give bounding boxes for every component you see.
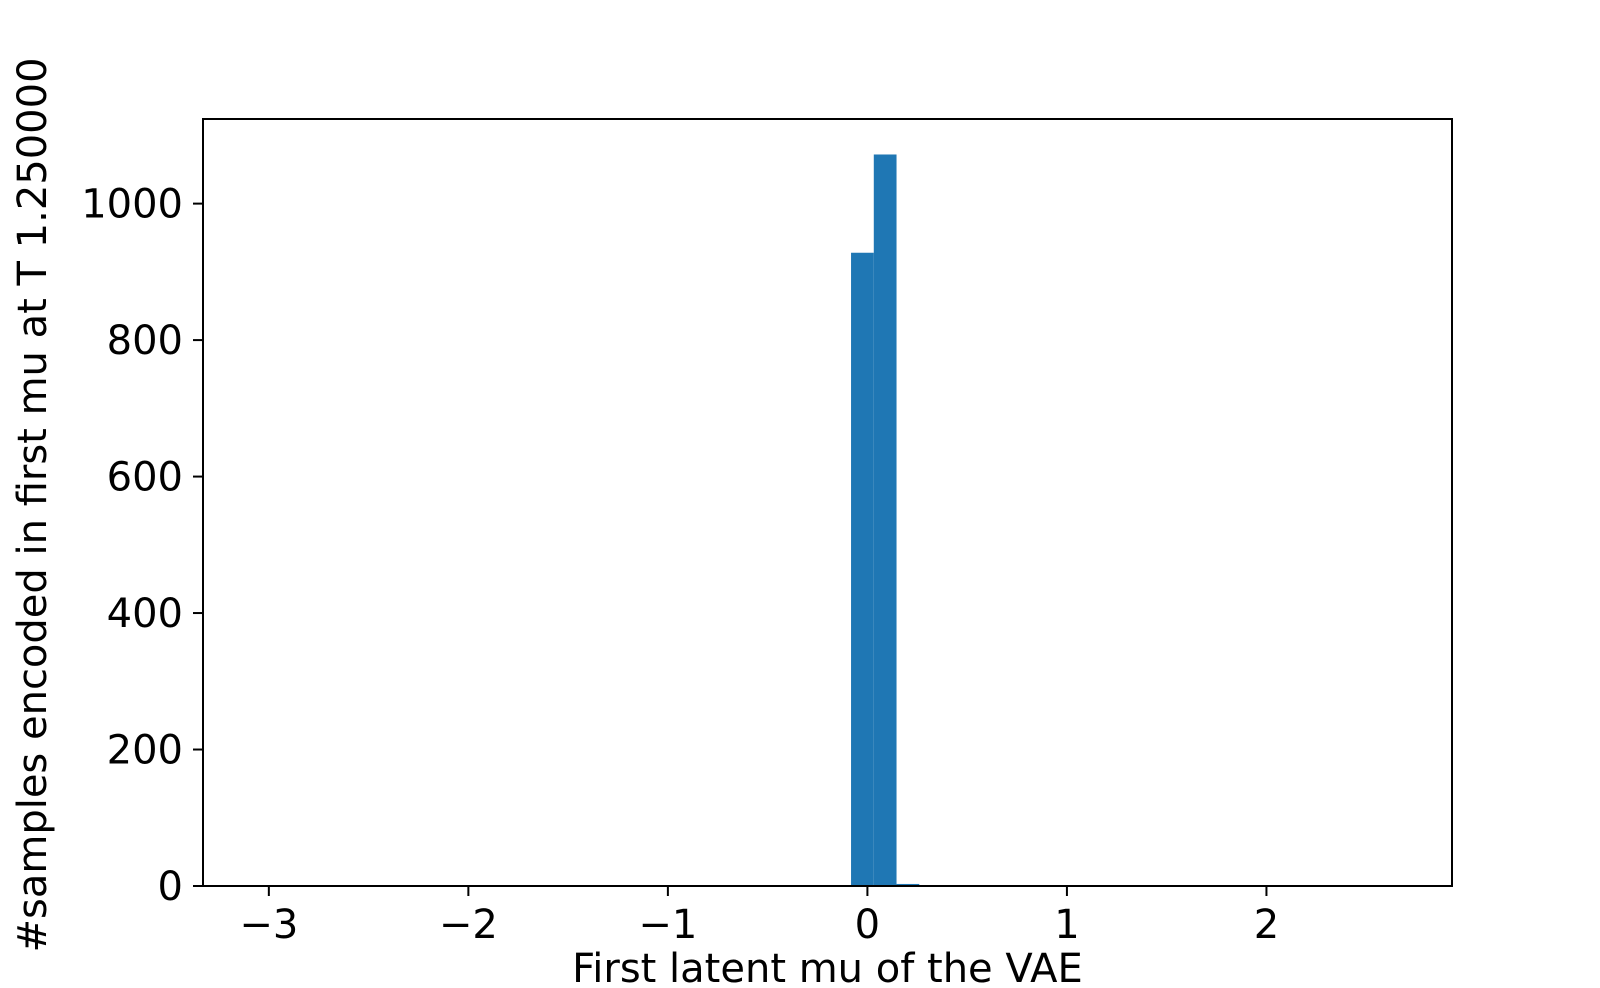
x-tick-label-2: −1 [638, 902, 697, 948]
y-tick-label-5: 1000 [81, 182, 183, 228]
y-tick-label-2: 400 [107, 591, 183, 637]
x-tick-label-5: 2 [1254, 902, 1279, 948]
histogram-bars [851, 154, 920, 887]
y-tick-label-1: 200 [107, 728, 183, 774]
x-axis-ticks: −3 −2 −1 0 1 2 [239, 886, 1279, 948]
plot-area-frame [202, 118, 1453, 887]
y-tick-label-3: 600 [107, 455, 183, 501]
y-tick-label-0: 0 [158, 864, 183, 910]
y-axis-ticks: 0 200 400 600 800 1000 [81, 182, 203, 910]
histogram-bar-2 [896, 883, 920, 886]
histogram-bar-1 [873, 154, 897, 886]
x-tick-label-3: 0 [855, 902, 880, 948]
y-tick-label-4: 800 [107, 318, 183, 364]
x-tick-label-0: −3 [239, 902, 298, 948]
x-tick-label-4: 1 [1054, 902, 1079, 948]
histogram-bar-0 [851, 252, 874, 887]
x-axis-label: First latent mu of the VAE [572, 946, 1083, 988]
x-tick-label-1: −2 [439, 902, 498, 948]
y-axis-label: #samples encoded in first mu at T 1.2500… [10, 57, 56, 952]
